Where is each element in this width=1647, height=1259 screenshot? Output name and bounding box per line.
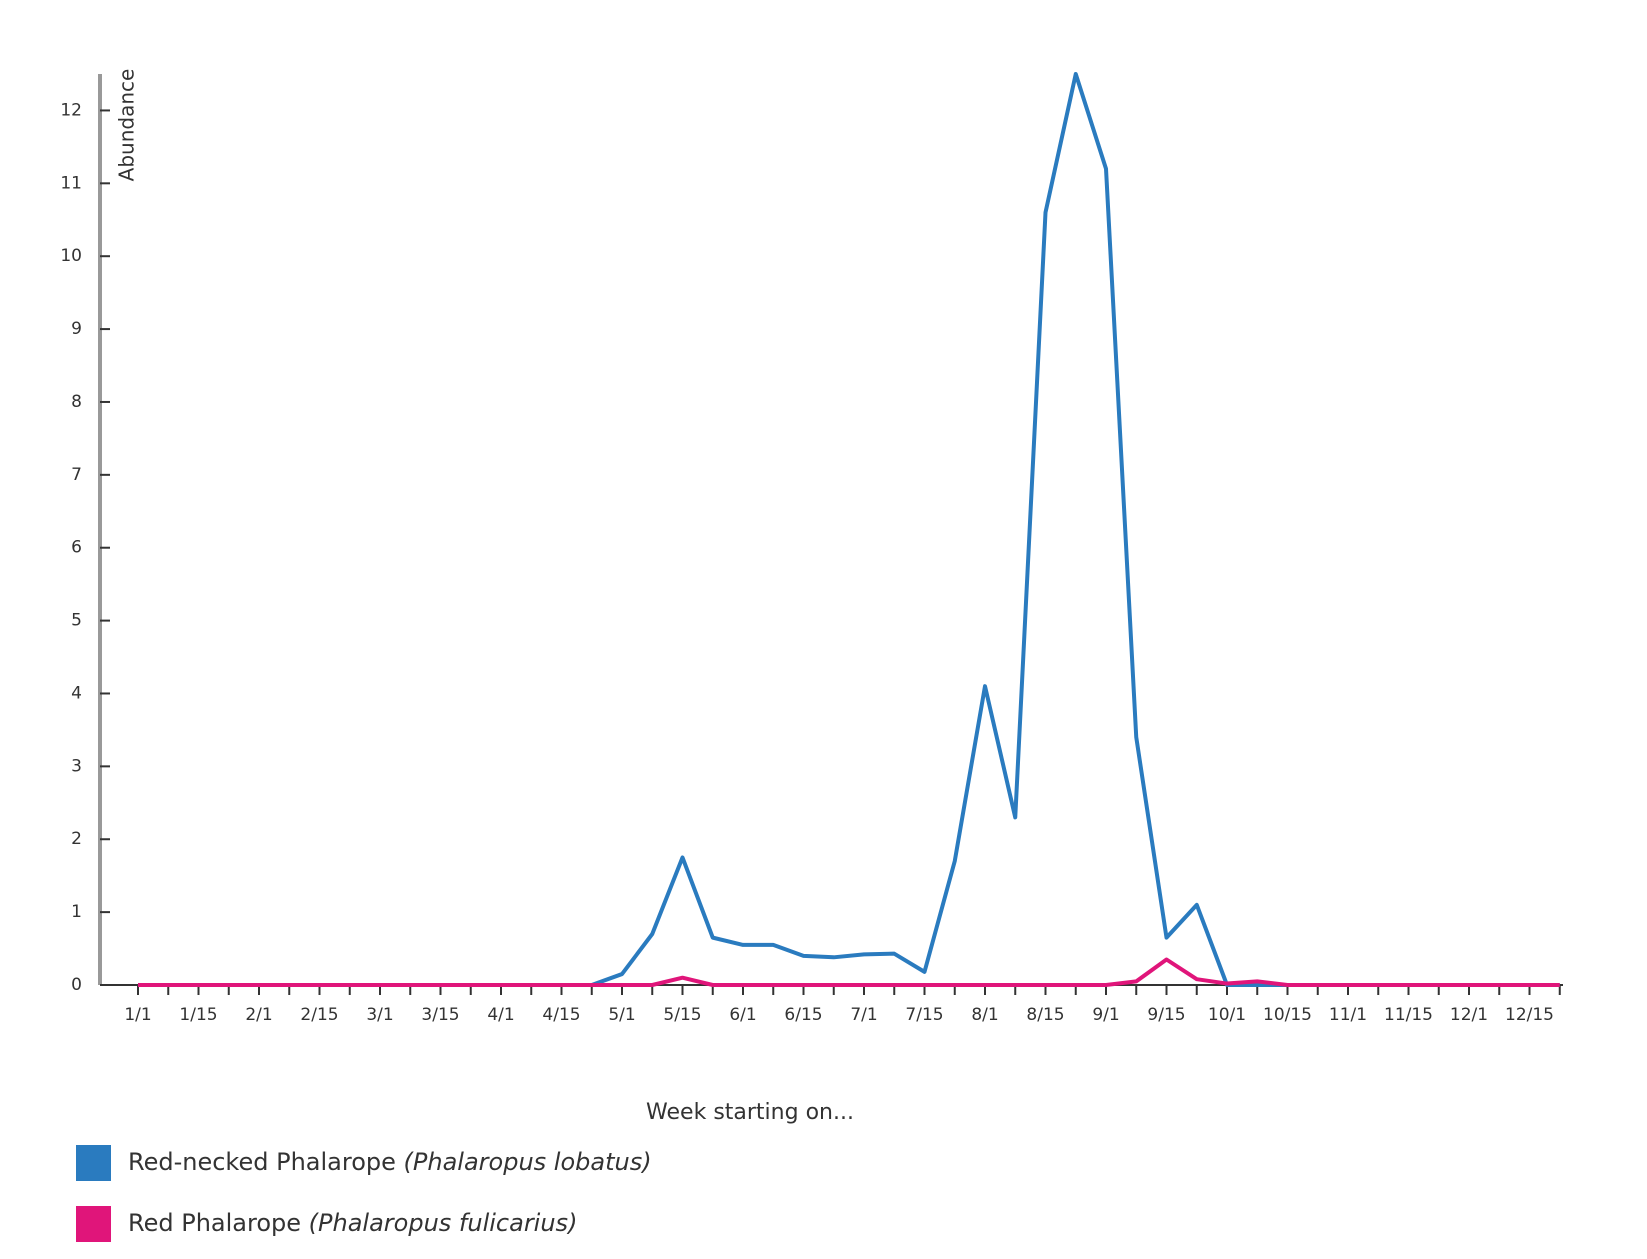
y-tick-label: 4 bbox=[71, 683, 82, 703]
x-tick-label: 11/15 bbox=[1384, 1005, 1433, 1025]
x-tick-label: 10/15 bbox=[1263, 1005, 1312, 1025]
legend-swatch bbox=[76, 1206, 111, 1242]
y-tick-label: 8 bbox=[71, 392, 82, 412]
legend-scientific-name: (Phalaropus lobatus) bbox=[404, 1148, 652, 1176]
y-tick-label: 5 bbox=[71, 611, 82, 631]
x-tick-label: 4/15 bbox=[542, 1005, 580, 1025]
y-tick-label: 1 bbox=[71, 902, 82, 922]
x-tick-label: 5/15 bbox=[663, 1005, 701, 1025]
x-tick-label: 6/15 bbox=[784, 1005, 822, 1025]
x-tick-label: 8/15 bbox=[1026, 1005, 1064, 1025]
legend-label: Red-necked Phalarope (Phalaropus lobatus… bbox=[128, 1148, 652, 1176]
x-tick-label: 10/1 bbox=[1208, 1005, 1246, 1025]
y-tick-label: 7 bbox=[71, 465, 82, 485]
x-tick-label: 2/15 bbox=[300, 1005, 338, 1025]
x-tick-label: 1/1 bbox=[124, 1005, 151, 1025]
y-tick-label: 10 bbox=[60, 246, 82, 266]
x-tick-label: 12/15 bbox=[1505, 1005, 1554, 1025]
x-tick-label: 3/15 bbox=[421, 1005, 459, 1025]
y-tick-label: 12 bbox=[60, 100, 82, 120]
legend-label: Red Phalarope (Phalaropus fulicarius) bbox=[128, 1209, 577, 1237]
y-tick-label: 11 bbox=[60, 173, 82, 193]
legend-scientific-name: (Phalaropus fulicarius) bbox=[309, 1209, 578, 1237]
x-tick-label: 12/1 bbox=[1450, 1005, 1488, 1025]
x-tick-label: 3/1 bbox=[366, 1005, 393, 1025]
y-tick-label: 3 bbox=[71, 756, 82, 776]
x-axis-title: Week starting on... bbox=[646, 1100, 854, 1125]
x-tick-label: 1/15 bbox=[179, 1005, 217, 1025]
x-tick-label: 2/1 bbox=[245, 1005, 272, 1025]
y-axis-title: Abundance bbox=[115, 69, 139, 182]
x-tick-label: 8/1 bbox=[971, 1005, 998, 1025]
y-tick-label: 0 bbox=[71, 975, 82, 995]
x-tick-label: 7/1 bbox=[850, 1005, 877, 1025]
series-line bbox=[138, 72, 1560, 987]
y-tick-label: 9 bbox=[71, 319, 82, 339]
x-tick-label: 6/1 bbox=[729, 1005, 756, 1025]
x-tick-label: 9/15 bbox=[1147, 1005, 1185, 1025]
y-tick-label: 6 bbox=[71, 538, 82, 558]
x-tick-label: 7/15 bbox=[905, 1005, 943, 1025]
legend-name: Red-necked Phalarope bbox=[128, 1148, 396, 1176]
x-tick-label: 11/1 bbox=[1329, 1005, 1367, 1025]
y-tick-label: 2 bbox=[71, 829, 82, 849]
legend-name: Red Phalarope bbox=[128, 1209, 301, 1237]
legend-swatch bbox=[76, 1145, 111, 1181]
x-tick-label: 9/1 bbox=[1092, 1005, 1119, 1025]
x-tick-label: 5/1 bbox=[608, 1005, 635, 1025]
x-tick-label: 4/1 bbox=[487, 1005, 514, 1025]
series-line bbox=[138, 957, 1560, 987]
